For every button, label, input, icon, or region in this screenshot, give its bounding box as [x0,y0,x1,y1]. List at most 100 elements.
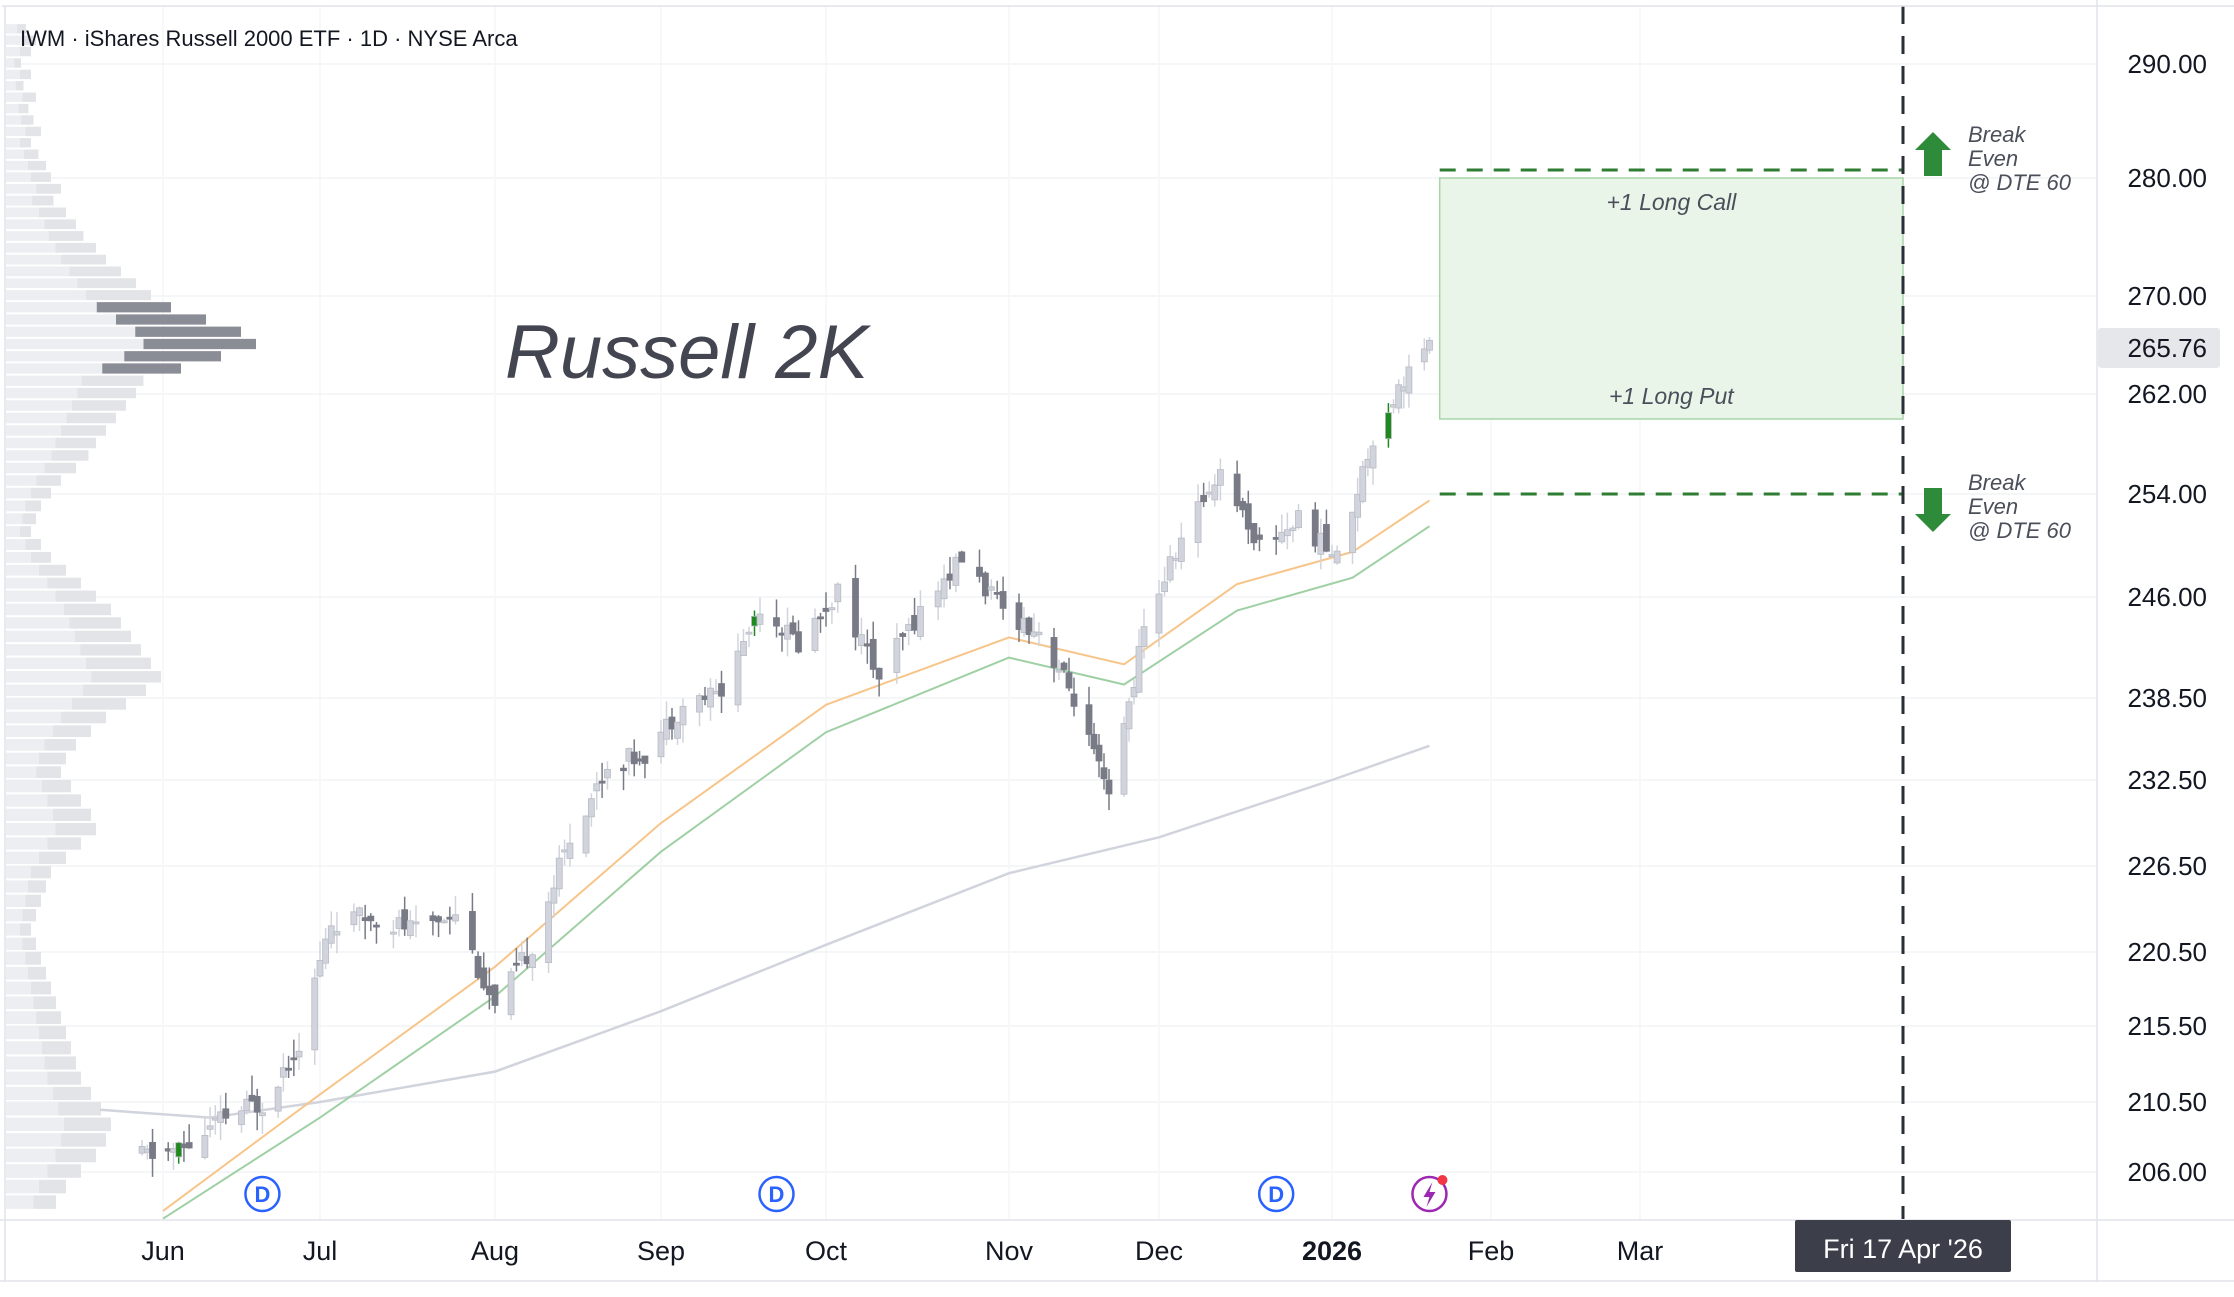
volume-profile-bar-upper [36,766,61,778]
price-tick-label: 280.00 [2127,163,2207,193]
candle-body [507,971,515,1016]
volume-profile-bar-upper [22,92,36,102]
zone-lower-label: +1 Long Put [1609,383,1735,409]
volume-profile-bar-upper [22,909,36,922]
candle-body [952,556,960,586]
candle-body [593,783,601,792]
volume-profile-bar-upper [39,851,66,864]
volume-profile-bar-upper [102,363,181,374]
candle-body [243,1098,251,1112]
candle-body [491,984,499,1006]
volume-profile-bar-lower [6,254,61,265]
candle-body [1155,593,1163,634]
price-tick-label: 254.00 [2127,479,2207,509]
volume-profile-bar-lower [6,630,75,643]
candle-body [701,695,709,700]
volume-profile-bar-lower [6,1117,64,1132]
volume-profile-bar-lower [6,1133,61,1147]
candle-body [1311,509,1319,547]
candle-body [822,607,830,612]
candle-body [327,925,335,944]
volume-profile-bar-upper [61,711,106,724]
candle-body [784,624,791,640]
candle-body [1055,669,1063,673]
dividend-marker-icon[interactable] [1257,1175,1295,1213]
volume-profile-bar-upper [51,450,89,461]
volume-profile-bar-upper [41,1041,71,1055]
candle-body [1323,524,1330,552]
candle-body [1125,701,1133,730]
volume-profile-bar-upper [58,1102,101,1116]
volume-profile-bar-lower [6,952,26,965]
candle-body [279,1067,287,1078]
volume-profile-bar-lower [6,266,70,277]
dividend-marker-icon[interactable] [244,1175,281,1213]
position-zone-layer[interactable]: +1 Long Call +1 Long Put [1438,177,1904,420]
lightning-icon [1423,1182,1436,1207]
candle-body [566,842,574,859]
expiry-date-badge[interactable] [1795,1220,2011,1272]
price-tick-label: 226.50 [2127,851,2207,881]
candle-body [545,901,552,963]
volume-profile-bar-upper [22,35,36,45]
volume-profile-bar-upper [143,338,256,350]
candle-body [1105,779,1113,795]
candle-body [406,920,414,937]
candle-body [657,731,665,758]
candle-body [1120,723,1128,795]
time-tick-label: Oct [805,1236,848,1266]
volume-profile-bar-lower [6,183,37,194]
volume-profile-bar-lower [6,551,31,563]
candle-body [295,1050,303,1058]
volume-profile-bar-lower [6,126,26,137]
last-price-tag[interactable] [2098,327,2220,368]
volume-profile-bar-upper [74,630,131,643]
volume-profile-bar-lower [6,81,16,91]
volume-profile-bar-lower [6,711,61,724]
volume-profile-bar-upper [81,375,144,386]
candle-body [641,755,649,764]
candle-body [1015,602,1023,630]
volume-profile-bar-lower [6,24,17,34]
volume-profile-bar-upper [19,138,31,148]
candle-body [1420,348,1428,363]
candle-body [1385,412,1392,440]
chart-annotation-title[interactable]: Russell 2K [505,310,872,395]
candle-body [1161,581,1168,593]
candle-body [828,607,836,611]
volume-profile-bar-lower [6,1179,39,1194]
volume-profile-bar-upper [47,1164,81,1178]
volume-profile-bar-lower [6,326,136,337]
volume-profile-bar-lower [6,375,82,386]
candle-body [1065,672,1073,689]
symbol-header[interactable]: IWM · iShares Russell 2000 ETF · 1D · NY… [20,26,518,51]
candle-body [485,985,493,996]
dividend-marker-label: D [254,1182,270,1207]
candle-body [795,631,802,653]
candle-body [817,616,824,620]
candle-body [356,907,363,917]
dividend-marker-icon[interactable] [758,1175,795,1213]
position-zone[interactable] [1438,177,1904,420]
candle-body [555,857,563,890]
volume-profile-bar-lower [6,684,83,696]
volume-profile [6,24,256,1209]
candle-body [238,1110,245,1126]
candle-body [858,634,865,647]
volume-profile-bar-lower [6,92,23,102]
candle-body [1194,501,1202,544]
volume-profile-bar-lower [6,278,78,289]
candle-body [1205,491,1213,495]
candle-body [389,931,397,935]
candle-body [1289,527,1297,531]
candle-body [206,1125,214,1130]
volume-profile-bar-upper [25,539,41,550]
volume-profile-bar-upper [21,115,34,125]
volume-profile-bar-lower [6,766,37,778]
candle-body [316,960,324,977]
